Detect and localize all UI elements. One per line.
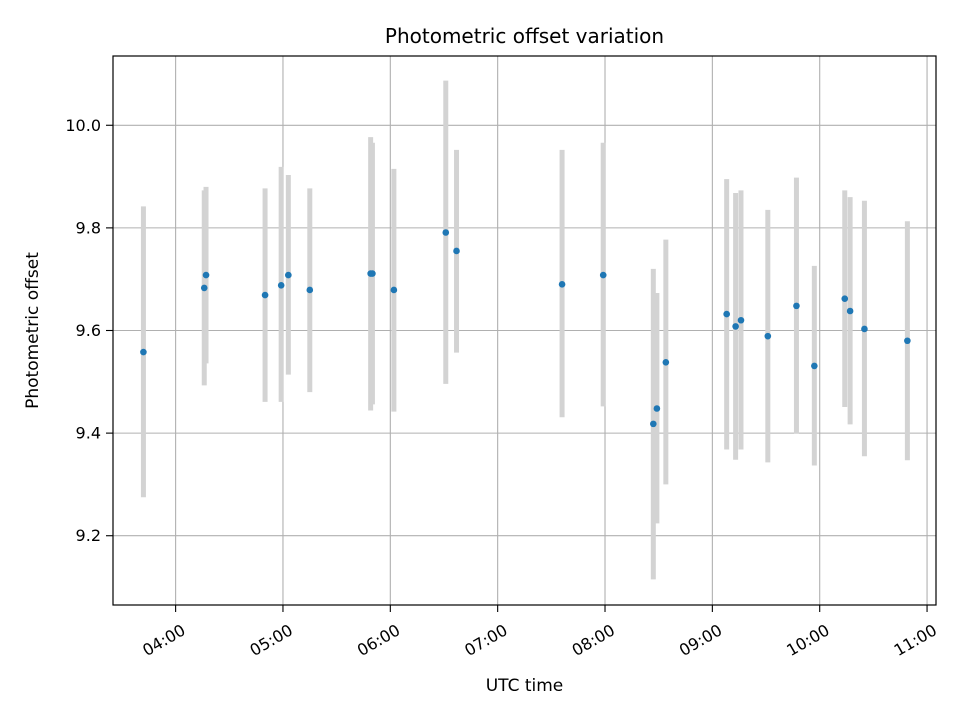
data-point xyxy=(737,316,745,324)
data-point xyxy=(599,271,607,279)
data-point xyxy=(653,405,661,412)
data-point xyxy=(277,282,285,289)
data-point xyxy=(841,295,849,302)
data-point xyxy=(764,332,772,340)
data-point xyxy=(202,271,210,279)
data-point xyxy=(662,359,670,366)
data-point xyxy=(140,348,147,356)
data-point xyxy=(846,307,854,315)
y-tick-label: 9.8 xyxy=(76,218,101,237)
data-point xyxy=(811,362,818,370)
data-point xyxy=(558,281,566,288)
data-point xyxy=(793,302,800,310)
data-point xyxy=(861,325,868,333)
data-point xyxy=(732,323,739,330)
y-tick-label: 9.6 xyxy=(76,321,101,340)
data-point xyxy=(650,420,657,428)
chart-title: Photometric offset variation xyxy=(385,24,664,48)
data-point xyxy=(200,284,208,292)
data-point xyxy=(904,337,911,345)
y-tick-label: 10.0 xyxy=(65,116,101,135)
data-point xyxy=(285,271,292,279)
y-tick-label: 9.2 xyxy=(76,526,101,545)
data-point xyxy=(306,286,314,294)
data-point xyxy=(453,247,460,255)
data-point xyxy=(369,270,376,277)
y-axis-ticks: 9.2 9.4 9.6 9.8 10.0 xyxy=(65,116,113,545)
data-point xyxy=(390,286,398,294)
y-axis-title: Photometric offset xyxy=(23,252,43,409)
y-tick-label: 9.4 xyxy=(76,424,101,443)
data-points xyxy=(140,229,911,428)
data-point xyxy=(442,229,450,236)
x-axis-title: UTC time xyxy=(486,676,564,696)
data-point xyxy=(723,310,730,318)
data-point xyxy=(261,291,269,299)
